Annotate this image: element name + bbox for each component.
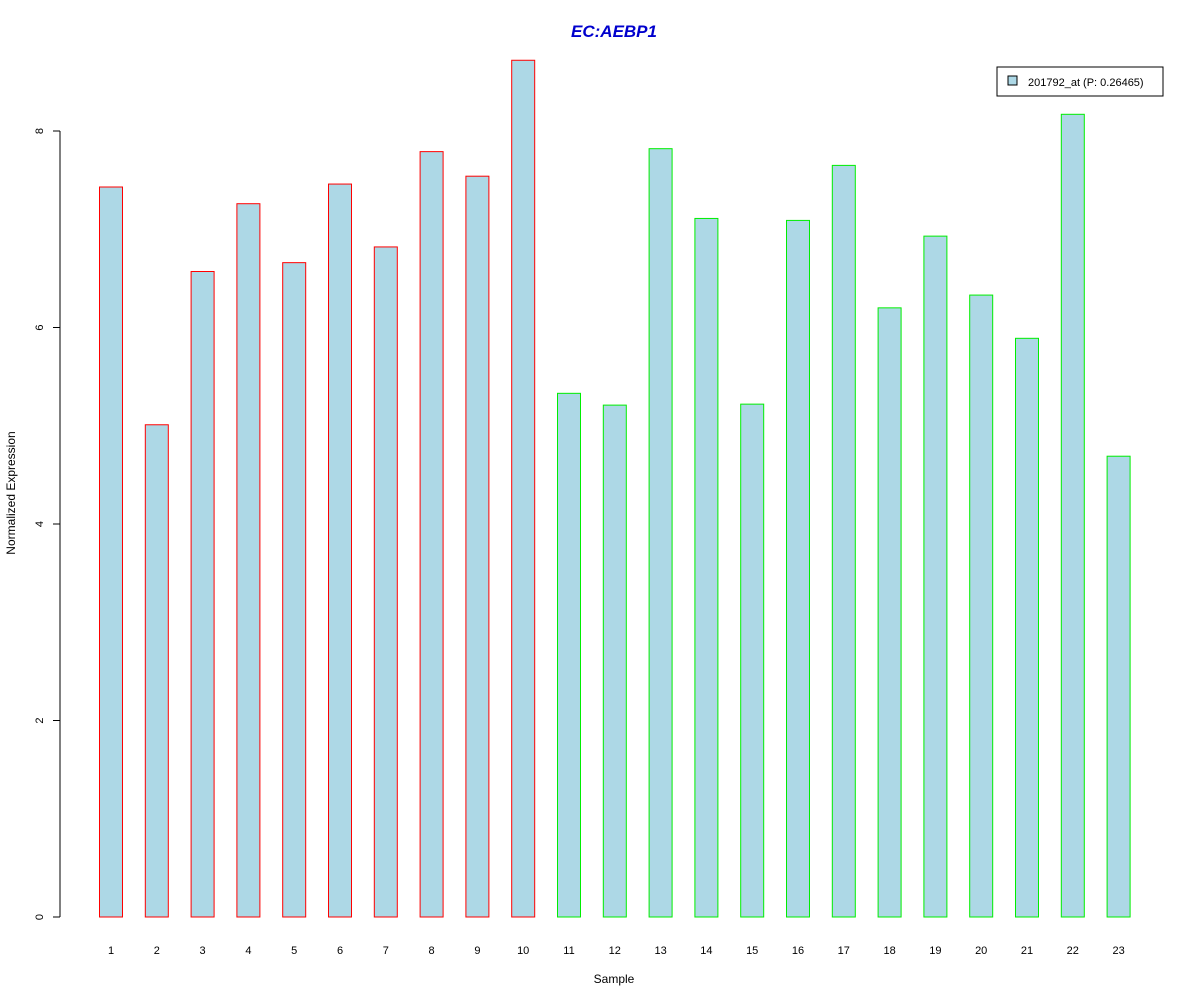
x-tick-label: 3 [200, 945, 206, 957]
bars-group [99, 59, 1131, 918]
bar-sample-15 [740, 403, 765, 918]
y-axis-title: Normalized Expression [4, 431, 18, 554]
y-tick-label: 0 [34, 914, 46, 920]
x-tick-label: 20 [975, 945, 987, 957]
bar-sample-18 [877, 307, 902, 918]
bar-sample-4 [236, 203, 261, 918]
x-tick-label: 14 [700, 945, 712, 957]
x-tick-label: 18 [883, 945, 895, 957]
y-tick-label: 6 [34, 324, 46, 330]
y-axis-ticks: 0 2 4 6 8 [34, 128, 60, 920]
x-tick-label: 5 [291, 945, 297, 957]
x-tick-label: 2 [154, 945, 160, 957]
bar-sample-11 [557, 392, 581, 918]
x-tick-label: 7 [383, 945, 389, 957]
bar-sample-6 [328, 183, 352, 918]
bar-sample-3 [190, 270, 215, 918]
bar-sample-20 [969, 294, 994, 918]
legend: 201792_at (P: 0.26465) [996, 66, 1164, 97]
bar-sample-9 [465, 175, 490, 918]
legend-box [996, 66, 1164, 97]
y-tick-label: 8 [34, 128, 46, 134]
bar-sample-22 [1060, 113, 1085, 918]
bar-sample-1 [99, 186, 123, 918]
x-tick-label: 23 [1112, 945, 1124, 957]
bar-sample-8 [419, 151, 444, 918]
legend-swatch [1007, 75, 1018, 86]
bar-sample-14 [694, 217, 719, 918]
x-axis-title: Sample [594, 972, 635, 986]
chart-title: EC:AEBP1 [571, 22, 657, 41]
x-tick-label: 15 [746, 945, 758, 957]
bar-sample-21 [1015, 337, 1039, 918]
bar-sample-13 [648, 148, 673, 918]
bar-sample-7 [373, 246, 398, 918]
x-axis-labels: 1 2 3 4 5 6 7 8 9 10 11 12 13 14 15 16 17 18 19 20 21 22 23 [108, 945, 1125, 957]
y-tick-label: 2 [34, 717, 46, 723]
x-tick-label: 4 [245, 945, 251, 957]
x-tick-label: 6 [337, 945, 343, 957]
bar-sample-16 [786, 219, 810, 918]
x-tick-label: 16 [792, 945, 804, 957]
x-tick-label: 10 [517, 945, 529, 957]
x-tick-label: 19 [929, 945, 941, 957]
x-tick-label: 12 [609, 945, 621, 957]
bar-sample-23 [1106, 455, 1131, 918]
x-tick-label: 22 [1067, 945, 1079, 957]
x-tick-label: 9 [474, 945, 480, 957]
legend-label: 201792_at (P: 0.26465) [1028, 77, 1144, 89]
x-tick-label: 11 [563, 945, 574, 957]
bar-sample-2 [144, 424, 169, 918]
x-tick-label: 1 [108, 945, 114, 957]
bar-sample-17 [831, 164, 856, 918]
x-tick-label: 17 [838, 945, 850, 957]
bar-sample-12 [602, 404, 627, 918]
bar-sample-19 [923, 235, 948, 918]
y-tick-label: 4 [34, 521, 46, 527]
bar-sample-10 [511, 59, 536, 918]
x-tick-label: 8 [429, 945, 435, 957]
bar-sample-5 [282, 262, 307, 918]
x-tick-label: 21 [1021, 945, 1033, 957]
x-tick-label: 13 [654, 945, 666, 957]
